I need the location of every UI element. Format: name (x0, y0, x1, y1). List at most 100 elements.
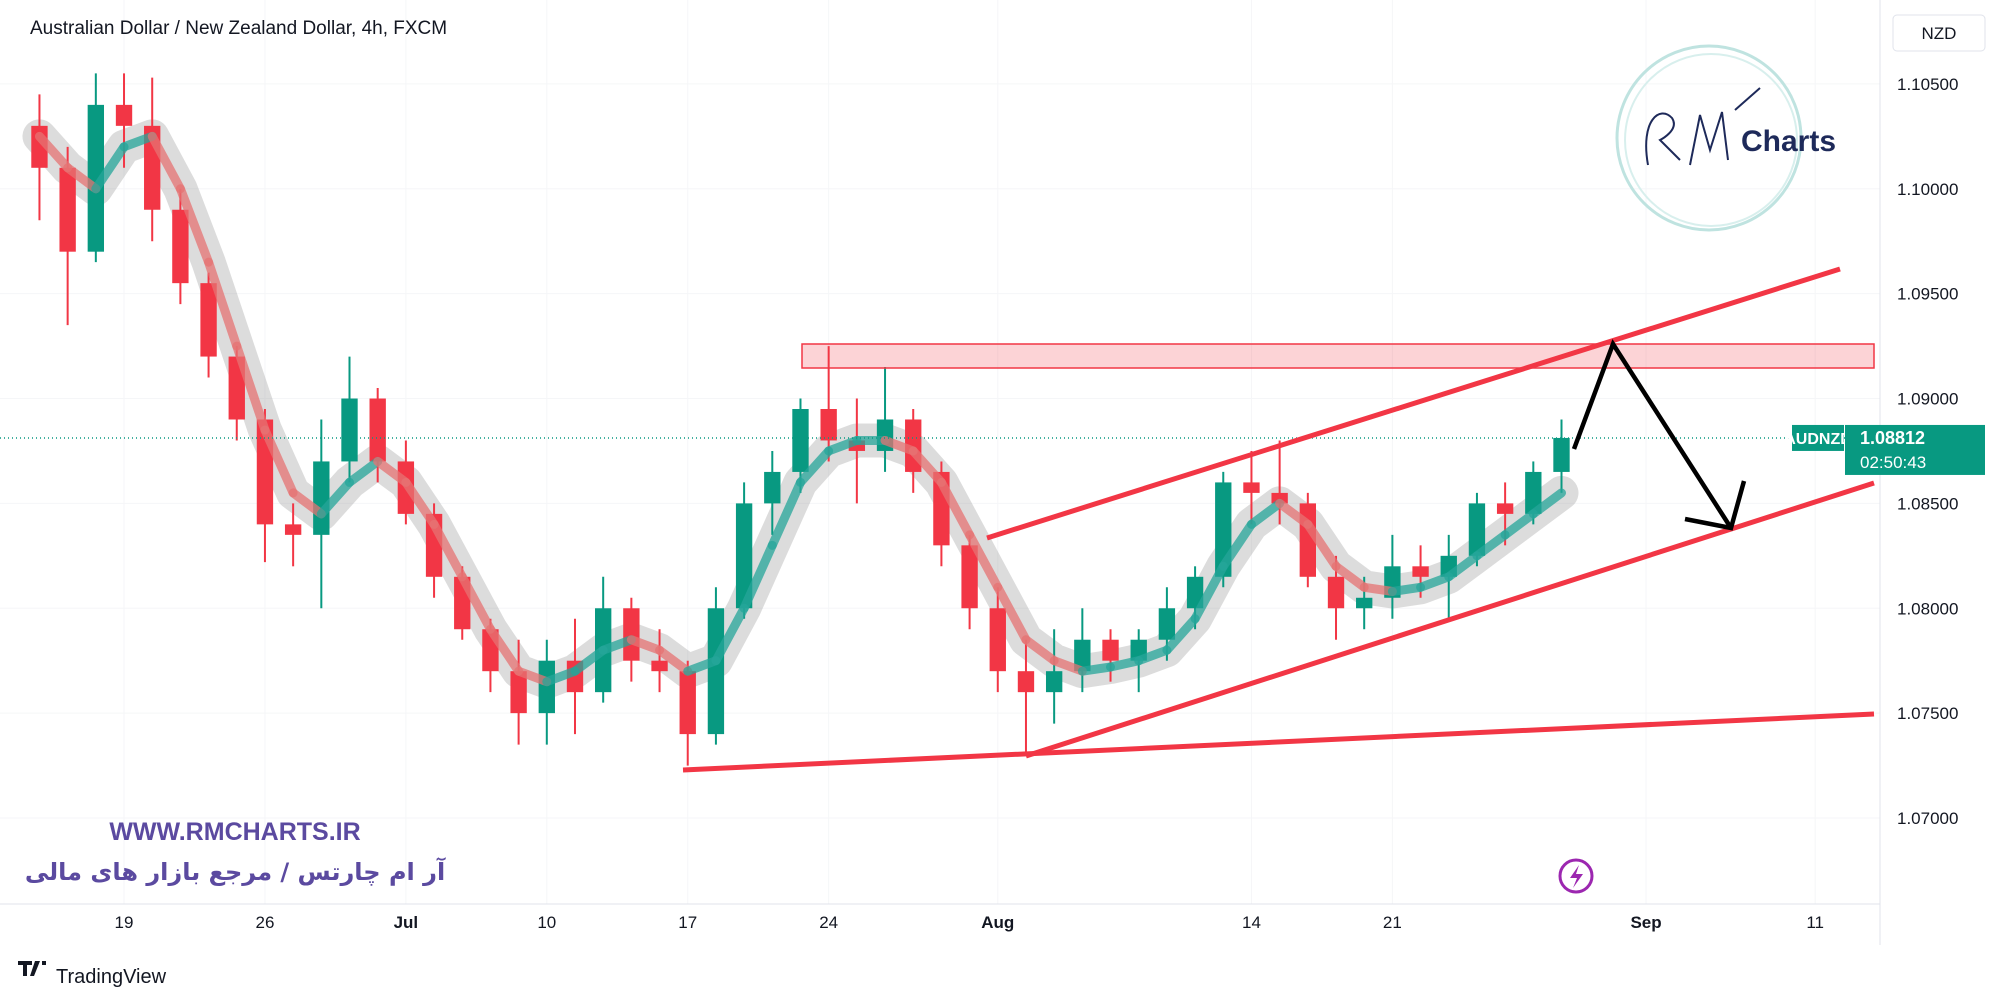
moving-average-segment (63, 163, 101, 194)
y-tick-label: 1.07000 (1897, 809, 1958, 828)
moving-average-segment (1190, 561, 1228, 624)
moving-average-segment (824, 435, 862, 456)
candle-body (284, 524, 302, 535)
event-icon[interactable] (1558, 858, 1594, 894)
resistance-zone (801, 343, 1875, 369)
moving-average-segment (795, 446, 834, 487)
candle-body (1327, 576, 1345, 609)
logo-circle (1615, 44, 1803, 232)
moving-average-segment (965, 530, 1003, 592)
y-tick-label: 1.10500 (1897, 75, 1958, 94)
candle-body (679, 671, 696, 735)
candle-body (59, 167, 76, 252)
projection-arrow (1571, 338, 1733, 530)
moving-average-segment (457, 572, 495, 634)
symbol-badge (1792, 424, 1844, 451)
x-tick-label: Jul (394, 913, 419, 932)
candle-body (1271, 492, 1288, 504)
moving-average-segment (429, 519, 467, 582)
y-tick-label: 1.10000 (1897, 180, 1958, 199)
x-tick-label: 19 (115, 913, 134, 932)
candle-body (735, 503, 753, 609)
moving-average-segment (401, 477, 439, 529)
moving-average-segment (1387, 582, 1426, 596)
moving-average-segment (1106, 656, 1144, 672)
moving-average-segment (936, 477, 975, 540)
candle-body (1412, 566, 1429, 577)
moving-average-segment (1021, 635, 1059, 666)
moving-average-segment (232, 341, 270, 435)
moving-average-segment (1500, 509, 1538, 540)
candle-body (87, 104, 105, 252)
x-tick-label: 10 (537, 913, 556, 932)
x-tick-label: 17 (678, 913, 697, 932)
moving-average-segment (598, 635, 636, 655)
candle-body (989, 608, 1006, 672)
moving-average-segment (542, 666, 580, 687)
candle-body (1468, 503, 1486, 556)
moving-average-segment (1528, 488, 1566, 519)
moving-average-segment (345, 456, 383, 487)
candle-body (510, 671, 527, 714)
candle-body (1074, 639, 1091, 672)
arrow-head (1684, 480, 1747, 531)
candle-body (1186, 576, 1204, 609)
candle-body (792, 409, 809, 472)
candle-body (651, 660, 668, 672)
candle-body (1553, 437, 1570, 472)
moving-average-segment (570, 645, 608, 676)
y-tick-label: 1.09500 (1897, 285, 1958, 304)
x-tick-label: 26 (255, 913, 274, 932)
moving-average-segment (683, 656, 721, 676)
currency-button[interactable] (1892, 14, 1986, 52)
candle-body (1045, 671, 1063, 693)
price-axis-layer: 1.07000 1.07500 1.08000 1.08500 1.09000 1.095… (115, 75, 1985, 932)
symbol-label: AUDNZD (1784, 431, 1852, 448)
moving-average-segment (1444, 551, 1482, 582)
moving-average-segment (373, 456, 411, 487)
moving-average-segment (34, 131, 73, 173)
moving-average-segment (147, 131, 185, 194)
moving-average-segment (655, 645, 693, 676)
moving-average-segment (908, 446, 946, 487)
moving-average-segment (711, 603, 749, 666)
moving-average-segment (626, 635, 665, 655)
moving-average-segment (260, 425, 298, 498)
x-tick-label: 14 (1242, 913, 1261, 932)
candle-body (200, 283, 217, 357)
candle-body (1017, 671, 1035, 693)
moving-average-segment (1359, 582, 1397, 596)
brand-logo (18, 961, 46, 976)
last-price-label: 1.08812 (1860, 428, 1925, 448)
trend-line (682, 711, 1875, 773)
countdown-label: 02:50:43 (1860, 453, 1926, 472)
candle-body (369, 398, 386, 462)
candle-body (623, 608, 640, 661)
candle-body (1102, 639, 1119, 661)
moving-average-segment (739, 540, 777, 613)
currency-label: NZD (1922, 24, 1957, 43)
moving-average-segment (1303, 519, 1341, 571)
moving-average-segment (175, 184, 214, 267)
moving-average-segment (316, 477, 355, 519)
trend-line (986, 266, 1841, 541)
candle-body (1158, 608, 1176, 640)
watermark-tagline: آر ام چارتس / مرجع بازار های مالی (25, 857, 446, 886)
event-icon-bolt (1570, 865, 1583, 888)
brand-name: TradingView (56, 966, 167, 988)
moving-average-segment (1218, 519, 1256, 571)
chart-title: Australian Dollar / New Zealand Dollar, … (30, 18, 447, 39)
candle-body (1496, 503, 1514, 514)
logo-text: Charts (1741, 125, 1836, 158)
moving-average-segment (485, 624, 524, 676)
y-tick-label: 1.09000 (1897, 390, 1958, 409)
moving-average-segment (1472, 530, 1510, 561)
candle-body (313, 461, 330, 535)
x-tick-label: 24 (819, 913, 838, 932)
moving-average-segment (288, 488, 326, 519)
x-tick-label: 11 (1806, 913, 1824, 932)
last-price-badge (1845, 424, 1985, 475)
moving-average-segment (1077, 662, 1116, 676)
